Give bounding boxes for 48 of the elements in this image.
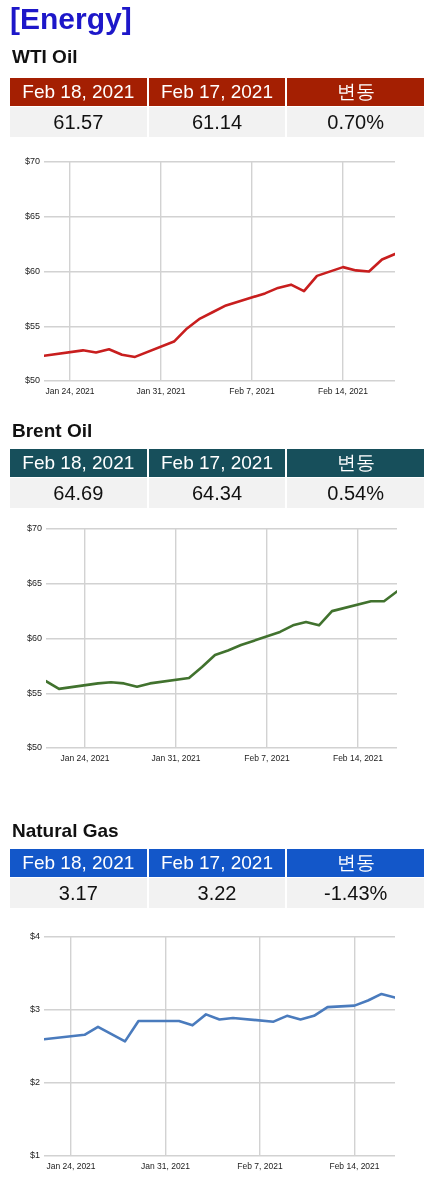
x-tick-label: Jan 31, 2021 (140, 1161, 191, 1172)
chart-title: Natural Gas (12, 820, 119, 842)
y-tick-label: $4 (29, 931, 40, 942)
y-tick-label: $65 (24, 211, 40, 222)
text: 61.57 (53, 110, 104, 134)
text: Feb 17, 2021 (161, 452, 273, 474)
y-tick-label: $55 (24, 320, 40, 331)
y-tick-label: $60 (26, 632, 42, 643)
y-tick-label: $60 (24, 265, 40, 276)
text: Feb 17, 2021 (161, 852, 273, 874)
x-tick-label: Jan 24, 2021 (45, 386, 95, 397)
x-tick-label: Feb 14, 2021 (332, 753, 384, 764)
x-tick-label: Feb 7, 2021 (244, 753, 290, 764)
y-tick-label: $50 (26, 742, 42, 753)
text: [Energy] (10, 2, 132, 36)
y-tick-label: $1 (29, 1150, 40, 1161)
y-tick-label: $3 (29, 1004, 40, 1015)
x-tick-label: Feb 7, 2021 (237, 1161, 283, 1172)
x-tick-label: Feb 7, 2021 (229, 386, 275, 397)
y-tick-label: $70 (26, 523, 42, 534)
y-tick-label: $50 (24, 375, 40, 386)
text: Feb 17, 2021 (161, 81, 273, 103)
x-tick-label: Jan 24, 2021 (60, 753, 110, 764)
text: 0.70% (327, 110, 385, 134)
text: Feb 18, 2021 (22, 81, 135, 103)
text: 3.22 (197, 881, 237, 905)
chart-title: WTI Oil (12, 46, 78, 68)
text: 변동 (336, 451, 375, 475)
chart-title: Brent Oil (12, 420, 93, 442)
text: -1.43% (323, 881, 388, 905)
x-tick-label: Jan 31, 2021 (136, 386, 186, 397)
text: 64.34 (191, 481, 243, 505)
y-tick-label: $2 (29, 1077, 40, 1088)
x-tick-label: Feb 14, 2021 (329, 1161, 380, 1172)
text: 0.54% (327, 481, 385, 505)
text: 3.17 (58, 881, 98, 905)
text: 변동 (336, 851, 375, 875)
x-tick-label: Feb 14, 2021 (317, 386, 369, 397)
text: 변동 (336, 80, 375, 104)
text: Feb 18, 2021 (22, 452, 135, 474)
x-tick-label: Jan 24, 2021 (46, 1161, 96, 1172)
text: Feb 18, 2021 (22, 852, 135, 874)
y-tick-label: $70 (24, 156, 40, 167)
text: 64.69 (53, 481, 104, 505)
y-tick-label: $55 (26, 687, 42, 698)
text: 61.14 (191, 110, 243, 134)
y-tick-label: $65 (26, 578, 42, 589)
x-tick-label: Jan 31, 2021 (151, 753, 201, 764)
